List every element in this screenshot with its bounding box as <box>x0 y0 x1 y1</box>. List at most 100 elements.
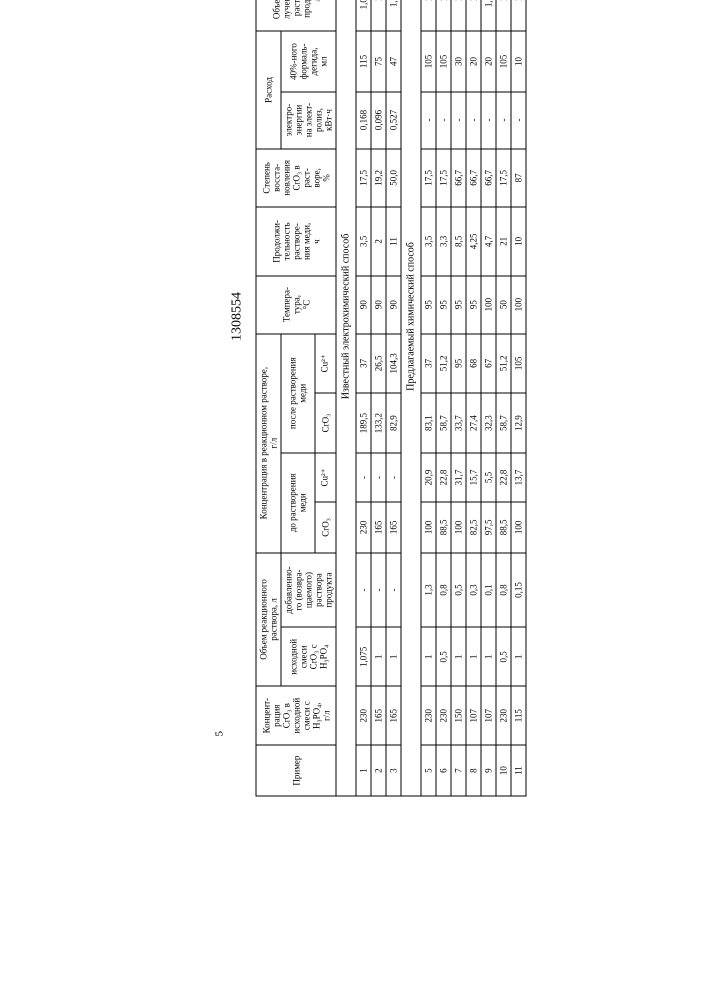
cell-va: 1,075 <box>356 627 371 686</box>
cell-n: 9 <box>481 745 496 796</box>
cell-da: 230 <box>356 502 371 553</box>
table-row: 102300,50,888,522,858,751,2502117,5-1051… <box>496 0 511 796</box>
cell-n: 2 <box>371 745 386 796</box>
cell-db: 20,9 <box>421 453 436 502</box>
cell-da: 100 <box>421 502 436 553</box>
cell-vb: - <box>371 553 386 628</box>
cell-deg: 66,7 <box>481 149 496 208</box>
table-body: Известный электрохимический способ12301,… <box>336 0 526 796</box>
cell-el: - <box>496 92 511 149</box>
document-number: 1308554 <box>230 0 246 797</box>
col-conc-react: Концентрация в реакционном растворе,г/л <box>256 334 281 553</box>
col-degree: Степеньвосста-новленияCrO₃ враст-воре,% <box>256 149 336 208</box>
cell-dur: 3,5 <box>356 207 371 275</box>
cell-va: 1 <box>511 627 526 686</box>
cell-vb: 0,5 <box>451 553 466 628</box>
cell-ea: 58,7 <box>436 393 451 453</box>
cell-dur: 4,7 <box>481 207 496 275</box>
cell-ea: 33,7 <box>451 393 466 453</box>
cell-ea: 12,9 <box>511 393 526 453</box>
col-cro3-b: CrO₃ <box>315 393 336 453</box>
cell-ea: 133,2 <box>371 393 386 453</box>
cell-eb: 51,2 <box>496 334 511 394</box>
cell-n: 5 <box>421 745 436 796</box>
cell-fa: 105 <box>436 31 451 91</box>
cell-va: 1 <box>466 627 481 686</box>
cell-fa: 47 <box>386 31 401 91</box>
cell-vol: 1,54 <box>386 0 401 31</box>
cell-el: - <box>511 92 526 149</box>
cell-t: 90 <box>356 276 371 334</box>
cell-c: 150 <box>451 686 466 745</box>
cell-deg: 17,5 <box>436 149 451 208</box>
cell-eb: 37 <box>356 334 371 394</box>
cell-eb: 105 <box>511 334 526 394</box>
cell-va: 0,5 <box>496 627 511 686</box>
cell-vb: 0,3 <box>466 553 481 628</box>
cell-t: 90 <box>386 276 401 334</box>
col-consumption: Расход <box>256 31 281 148</box>
cell-n: 10 <box>496 745 511 796</box>
cell-ea: 83,1 <box>421 393 436 453</box>
cell-vol: 1 <box>451 0 466 31</box>
col-formald: 40%-ногоформаль-дегида,мл <box>281 31 336 91</box>
section-row: Известный электрохимический способ <box>336 0 356 796</box>
cell-da: 100 <box>451 502 466 553</box>
cell-vol: 1,15 <box>481 0 496 31</box>
cell-ea: 32,3 <box>481 393 496 453</box>
cell-n: 1 <box>356 745 371 796</box>
table-row: 21651-165-133,226,590219,20,0967514:11,5 <box>371 0 386 796</box>
col-volume: Объем реакционногораствора, л <box>256 553 281 687</box>
section-label: Известный электрохимический способ <box>336 0 356 796</box>
cell-da: 165 <box>371 502 386 553</box>
cell-deg: 50,0 <box>386 149 401 208</box>
cell-dur: 8,5 <box>451 207 466 275</box>
cell-ea: 58,7 <box>496 393 511 453</box>
cell-va: 1 <box>371 627 386 686</box>
cell-el: - <box>466 92 481 149</box>
cell-ea: 189,5 <box>356 393 371 453</box>
cell-deg: 87 <box>511 149 526 208</box>
cell-el: - <box>481 92 496 149</box>
cell-vol: 1 <box>371 0 386 31</box>
cell-dur: 10 <box>511 207 526 275</box>
cell-db: 22,8 <box>436 453 451 502</box>
cell-db: - <box>371 453 386 502</box>
col-conc: Концент-рацияCrO₃ висходнойсмеси сH₃PO₄,… <box>256 686 336 745</box>
cell-c: 115 <box>511 686 526 745</box>
cell-va: 1 <box>481 627 496 686</box>
cell-vol: 1 <box>466 0 481 31</box>
cell-dur: 21 <box>496 207 511 275</box>
cell-fa: 75 <box>371 31 386 91</box>
cell-db: 15,7 <box>466 453 481 502</box>
cell-deg: 19,2 <box>371 149 386 208</box>
cell-db: - <box>386 453 401 502</box>
cell-n: 6 <box>436 745 451 796</box>
cell-fa: 20 <box>481 31 496 91</box>
col-after: после растворениямеди <box>281 334 315 453</box>
cell-da: 100 <box>511 502 526 553</box>
cell-db: - <box>356 453 371 502</box>
cell-eb: 68 <box>466 334 481 394</box>
cell-el: 0,168 <box>356 92 371 149</box>
table-row: 62300,50,888,522,858,751,2953,317,5-1051… <box>436 0 451 796</box>
col-cu-a: Cu²⁺ <box>315 453 336 502</box>
cell-c: 230 <box>496 686 511 745</box>
section-label: Предлагаемый химический способ <box>401 0 421 796</box>
cell-c: 107 <box>466 686 481 745</box>
cell-t: 95 <box>466 276 481 334</box>
cell-va: 1 <box>421 627 436 686</box>
cell-fa: 20 <box>466 31 481 91</box>
cell-ea: 82,9 <box>386 393 401 453</box>
cell-t: 95 <box>451 276 466 334</box>
cell-db: 5,5 <box>481 453 496 502</box>
cell-vol: 1 <box>421 0 436 31</box>
cell-n: 11 <box>511 745 526 796</box>
cell-vb: 1,3 <box>421 553 436 628</box>
table-row: 810710,382,515,727,468954,2566,7-2011:11… <box>466 0 481 796</box>
cell-db: 13,7 <box>511 453 526 502</box>
cell-da: 88,5 <box>496 502 511 553</box>
cell-vb: - <box>386 553 401 628</box>
cell-deg: 17,5 <box>356 149 371 208</box>
table-row: 523011,310020,983,137953,517,5-10514:11,… <box>421 0 436 796</box>
